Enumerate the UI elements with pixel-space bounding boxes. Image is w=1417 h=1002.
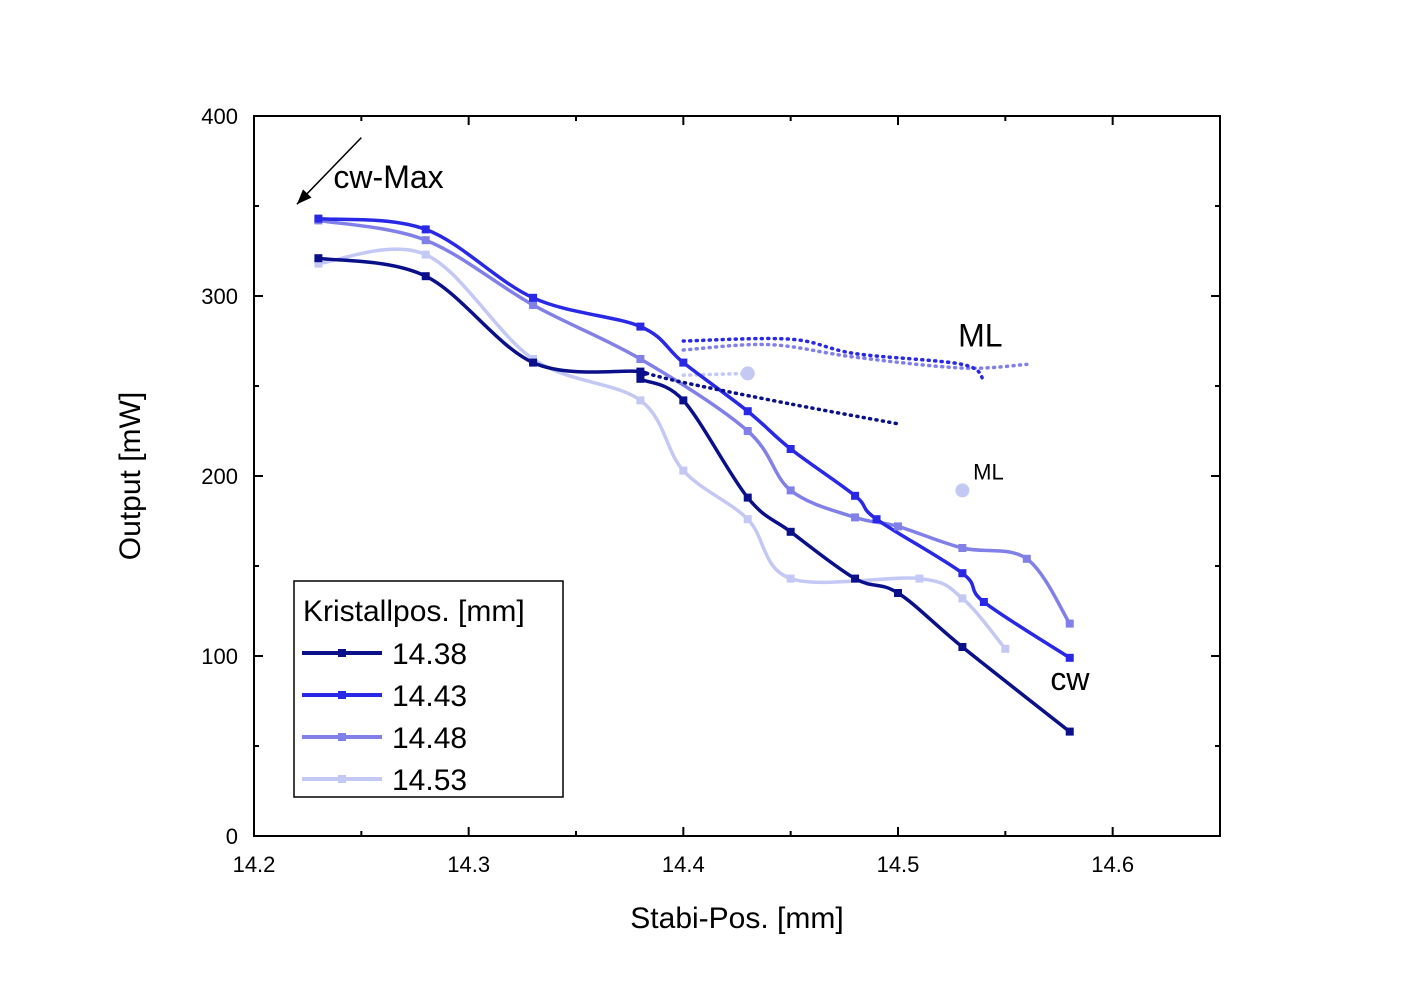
data-point-14-53 — [915, 574, 924, 583]
legend-entry-label: 14.48 — [392, 722, 467, 755]
annotation-label: cw — [1050, 661, 1090, 697]
data-point-14-43 — [679, 358, 688, 367]
data-point-14-38 — [958, 643, 967, 651]
data-point-14-38 — [529, 358, 538, 367]
data-point-14-43 — [872, 515, 881, 524]
data-point-14-43 — [636, 322, 645, 331]
y-tick-label: 200 — [201, 464, 238, 489]
annotation-arrow-line — [296, 137, 362, 205]
data-point-14-48 — [1065, 619, 1074, 628]
tick-labels: 14.2 14.3 14.4 14.5 14.6 0 100 200 300 400 — [201, 104, 1134, 877]
series-line-cw-14-48 — [318, 218, 1072, 625]
legend: Kristallpos. [mm] 14.38 14.43 14.48 14.53 — [293, 580, 564, 798]
data-point-14-38 — [679, 396, 688, 405]
data-point-14-38 — [314, 254, 323, 263]
data-point-14-43 — [979, 598, 988, 606]
x-tick-label: 14.2 — [233, 852, 276, 877]
y-tick-label: 400 — [201, 104, 238, 129]
data-point-14-43 — [421, 225, 430, 234]
data-point-14-53 — [1001, 644, 1010, 653]
data-point-14-38 — [851, 574, 860, 583]
ml-marker — [740, 366, 755, 381]
data-point-14-38 — [743, 493, 752, 502]
legend-swatch-marker-14-53 — [338, 775, 346, 783]
legend-entry-label: 14.43 — [392, 680, 467, 713]
data-point-14-53 — [421, 250, 430, 259]
data-point-14-48 — [958, 544, 967, 552]
series-line-cw-14-38 — [318, 256, 1071, 733]
data-point-14-43 — [314, 214, 323, 223]
data-point-14-43 — [1065, 653, 1074, 662]
data-point-14-48 — [894, 522, 902, 531]
data-point-14-43 — [958, 569, 967, 578]
series-line-ml-14-48 — [681, 342, 1029, 370]
annotation-arrow-head — [296, 189, 312, 205]
data-point-14-53 — [958, 594, 967, 603]
data-point-14-38 — [786, 527, 795, 536]
x-tick-label: 14.5 — [877, 852, 920, 877]
series-line-ml-14-38 — [638, 369, 900, 426]
x-tick-label: 14.4 — [662, 852, 705, 877]
plot-frame — [253, 115, 1221, 837]
x-tick-label: 14.6 — [1091, 852, 1134, 877]
data-point-14-53 — [636, 396, 645, 405]
data-point-14-38 — [636, 374, 645, 383]
data-point-14-43 — [851, 491, 860, 500]
legend-title: Kristallpos. [mm] — [303, 595, 525, 628]
y-tick-label: 100 — [201, 644, 238, 669]
legend-entries: 14.38 14.43 14.48 14.53 — [302, 638, 467, 797]
legend-entry-label: 14.38 — [392, 638, 467, 671]
legend-entry-label: 14.53 — [392, 764, 467, 797]
y-tick-label: 0 — [226, 824, 238, 849]
annotation-label: cw-Max — [333, 159, 443, 195]
annotation-label: ML — [958, 317, 1002, 353]
annotations: cw-Max ML ML cw — [296, 137, 1090, 697]
legend-box — [293, 580, 564, 798]
x-tick-label: 14.3 — [447, 852, 490, 877]
data-point-14-43 — [529, 293, 538, 302]
x-axis-title: Stabi-Pos. [mm] — [630, 902, 843, 935]
data-point-14-38 — [894, 589, 902, 597]
data-point-14-48 — [421, 236, 430, 245]
data-point-14-43 — [786, 445, 795, 453]
y-axis-title: Output [mW] — [114, 392, 147, 560]
data-point-14-53 — [314, 259, 323, 268]
annotation-label: ML — [973, 460, 1004, 485]
data-point-14-48 — [786, 486, 795, 495]
data-point-14-53 — [679, 466, 688, 475]
legend-swatch-marker-14-48 — [338, 733, 346, 741]
data-point-14-48 — [743, 427, 752, 435]
data-point-14-48 — [1022, 554, 1031, 563]
data-point-14-38 — [421, 272, 430, 281]
legend-swatch-marker-14-38 — [338, 649, 346, 657]
data-point-14-48 — [529, 301, 538, 309]
y-tick-label: 300 — [201, 284, 238, 309]
data-point-14-38 — [636, 367, 645, 376]
ml-marker — [955, 483, 970, 498]
data-point-14-48 — [851, 513, 860, 522]
legend-swatch-marker-14-43 — [338, 691, 346, 699]
data-points — [314, 214, 1074, 736]
data-point-14-48 — [636, 355, 645, 363]
data-point-14-53 — [786, 574, 795, 583]
series-line-cw-14-53 — [318, 247, 1007, 650]
data-point-14-53 — [743, 515, 752, 524]
series-line-ml-14-53 — [681, 371, 750, 377]
data-point-14-38 — [1065, 727, 1074, 736]
series-line-ml-14-43 — [681, 336, 986, 383]
data-point-14-43 — [743, 407, 752, 416]
